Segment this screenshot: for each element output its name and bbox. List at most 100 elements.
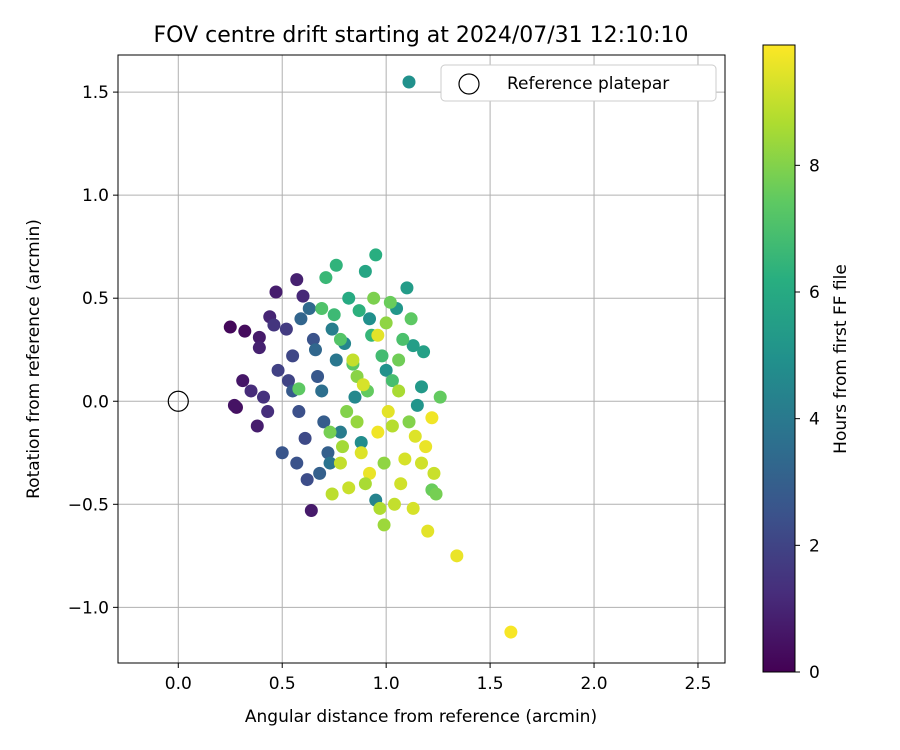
colorbar-ticks: 0 2 4 6 8 xyxy=(795,156,820,683)
data-point xyxy=(379,316,393,330)
data-point xyxy=(325,487,339,501)
legend-reference-marker xyxy=(458,73,480,95)
data-point xyxy=(398,452,412,466)
data-point xyxy=(323,425,337,439)
data-point xyxy=(319,271,333,285)
data-point xyxy=(363,312,377,326)
data-point xyxy=(346,353,360,367)
data-point xyxy=(321,446,335,460)
data-point xyxy=(257,390,271,404)
data-point xyxy=(348,390,362,404)
grid xyxy=(118,55,725,663)
colorbar xyxy=(762,44,796,673)
data-point xyxy=(333,332,347,346)
y-axis-label: Rotation from reference (arcmin) xyxy=(24,219,44,499)
data-point xyxy=(292,405,306,419)
data-point xyxy=(342,481,356,495)
data-point xyxy=(377,456,391,470)
data-point xyxy=(329,353,343,367)
data-point xyxy=(311,370,325,384)
y-tick-label: −1.0 xyxy=(68,598,109,618)
data-point xyxy=(387,497,401,511)
data-point xyxy=(269,285,283,299)
data-point xyxy=(315,384,329,398)
data-point xyxy=(223,320,237,334)
x-tick-label: 2.0 xyxy=(581,674,608,694)
y-axis-ticks: −1.0 −0.5 0.0 0.5 1.0 1.5 xyxy=(68,83,118,618)
y-tick-label: 0.5 xyxy=(82,289,109,309)
data-point xyxy=(415,456,428,470)
data-point xyxy=(306,332,320,346)
data-point xyxy=(356,378,370,392)
reference-platepar-marker xyxy=(167,390,189,412)
data-point xyxy=(396,332,410,346)
data-point xyxy=(298,431,312,445)
plot-frame xyxy=(117,54,726,664)
data-point xyxy=(333,456,347,470)
data-point xyxy=(408,429,422,443)
data-point xyxy=(371,328,385,342)
data-point xyxy=(275,446,289,460)
data-point xyxy=(427,466,441,480)
data-point xyxy=(392,353,406,367)
data-point xyxy=(300,473,314,487)
y-tick-label: −0.5 xyxy=(68,495,109,515)
data-point xyxy=(392,384,406,398)
data-point xyxy=(261,405,275,419)
data-point xyxy=(238,324,252,338)
legend-box xyxy=(440,64,717,102)
data-point xyxy=(302,302,316,316)
x-tick-label: 1.5 xyxy=(477,674,504,694)
x-tick-label: 1.0 xyxy=(373,674,400,694)
colorbar-tick-label: 8 xyxy=(809,156,820,176)
data-point xyxy=(325,322,339,336)
data-point xyxy=(371,425,385,439)
data-point xyxy=(429,487,443,501)
data-point xyxy=(450,549,464,563)
data-point xyxy=(236,374,250,388)
data-point xyxy=(323,456,337,470)
data-point xyxy=(227,398,241,412)
x-tick-label: 2.5 xyxy=(684,674,711,694)
data-point xyxy=(406,339,420,353)
data-point xyxy=(304,503,318,517)
data-point xyxy=(367,291,381,305)
data-point xyxy=(271,363,285,377)
data-point xyxy=(350,415,364,429)
data-point xyxy=(375,349,389,363)
colorbar-label: Hours from first FF file xyxy=(831,264,851,454)
data-point xyxy=(410,398,424,412)
data-point xyxy=(433,390,447,404)
chart-title: FOV centre drift starting at 2024/07/31 … xyxy=(154,23,689,48)
data-point xyxy=(425,411,439,425)
data-point xyxy=(342,291,356,305)
data-point xyxy=(381,405,395,419)
data-point xyxy=(313,466,327,480)
legend-reference-label: Reference platepar xyxy=(507,74,669,94)
data-point xyxy=(281,374,295,388)
data-point xyxy=(252,330,266,344)
data-point xyxy=(340,405,354,419)
data-point xyxy=(415,380,428,394)
data-point xyxy=(336,440,350,454)
data-point xyxy=(354,435,368,449)
data-point xyxy=(504,625,518,639)
data-point xyxy=(385,374,399,388)
x-tick-label: 0.0 xyxy=(165,674,192,694)
x-axis-label: Angular distance from reference (arcmin) xyxy=(245,707,597,727)
colorbar-tick-label: 0 xyxy=(809,663,820,683)
data-point xyxy=(267,318,281,332)
y-tick-label: 1.0 xyxy=(82,186,109,206)
data-point xyxy=(294,312,308,326)
data-point xyxy=(369,248,383,262)
data-point xyxy=(290,456,304,470)
data-point xyxy=(327,308,341,322)
data-point xyxy=(394,477,408,491)
legend-series-marker xyxy=(402,75,416,89)
data-point xyxy=(383,295,397,309)
y-tick-label: 1.5 xyxy=(82,83,109,103)
y-tick-label: 0.0 xyxy=(82,392,109,412)
data-point xyxy=(377,518,391,532)
data-point xyxy=(354,446,368,460)
